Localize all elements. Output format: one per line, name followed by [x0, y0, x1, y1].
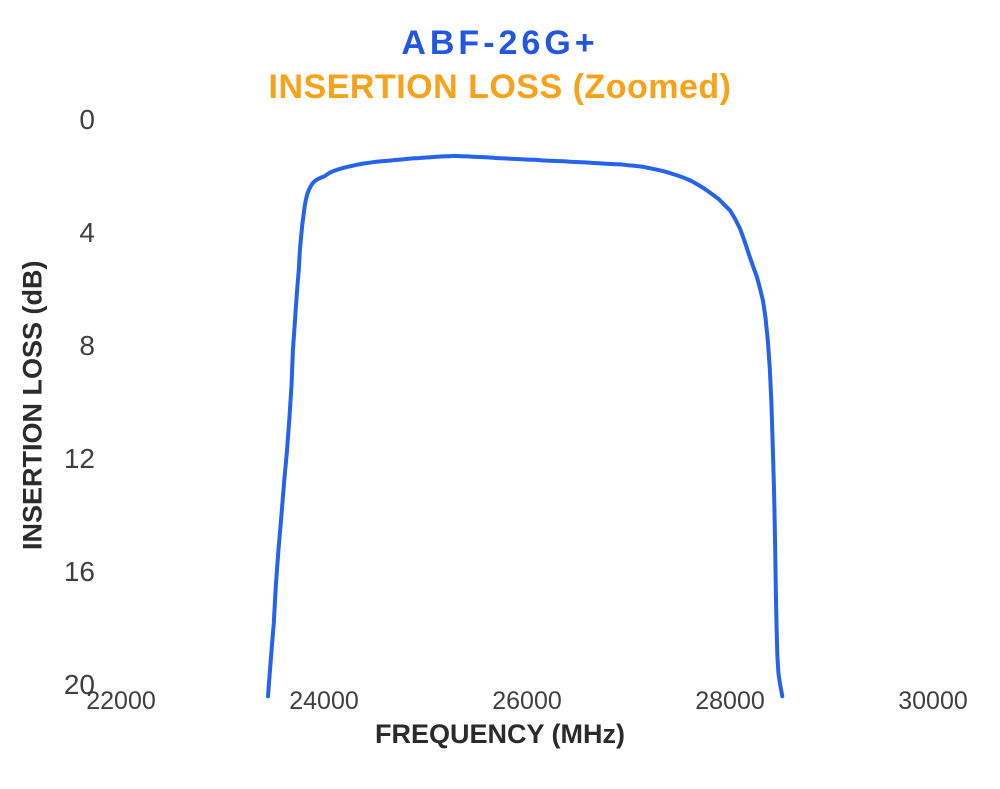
x-tick-label: 28000 [695, 687, 765, 715]
y-tick-label: 20 [63, 669, 95, 700]
x-axis-title: FREQUENCY (MHz) [374, 719, 625, 749]
x-tick-label: 22000 [86, 687, 156, 715]
y-tick-label: 8 [79, 330, 95, 361]
y-tick-label: 4 [79, 217, 95, 248]
x-tick-label: 24000 [289, 687, 359, 715]
x-tick-label: 26000 [492, 687, 562, 715]
y-tick-label: 0 [79, 104, 95, 135]
chart-subtitle: INSERTION LOSS (Zoomed) [268, 68, 732, 106]
x-tick-label: 30000 [898, 687, 968, 715]
chart-title: ABF-26G+ [401, 24, 599, 62]
insertion-loss-curve [266, 153, 785, 699]
y-tick-label: 12 [63, 443, 95, 474]
y-tick-label: 16 [63, 556, 95, 587]
